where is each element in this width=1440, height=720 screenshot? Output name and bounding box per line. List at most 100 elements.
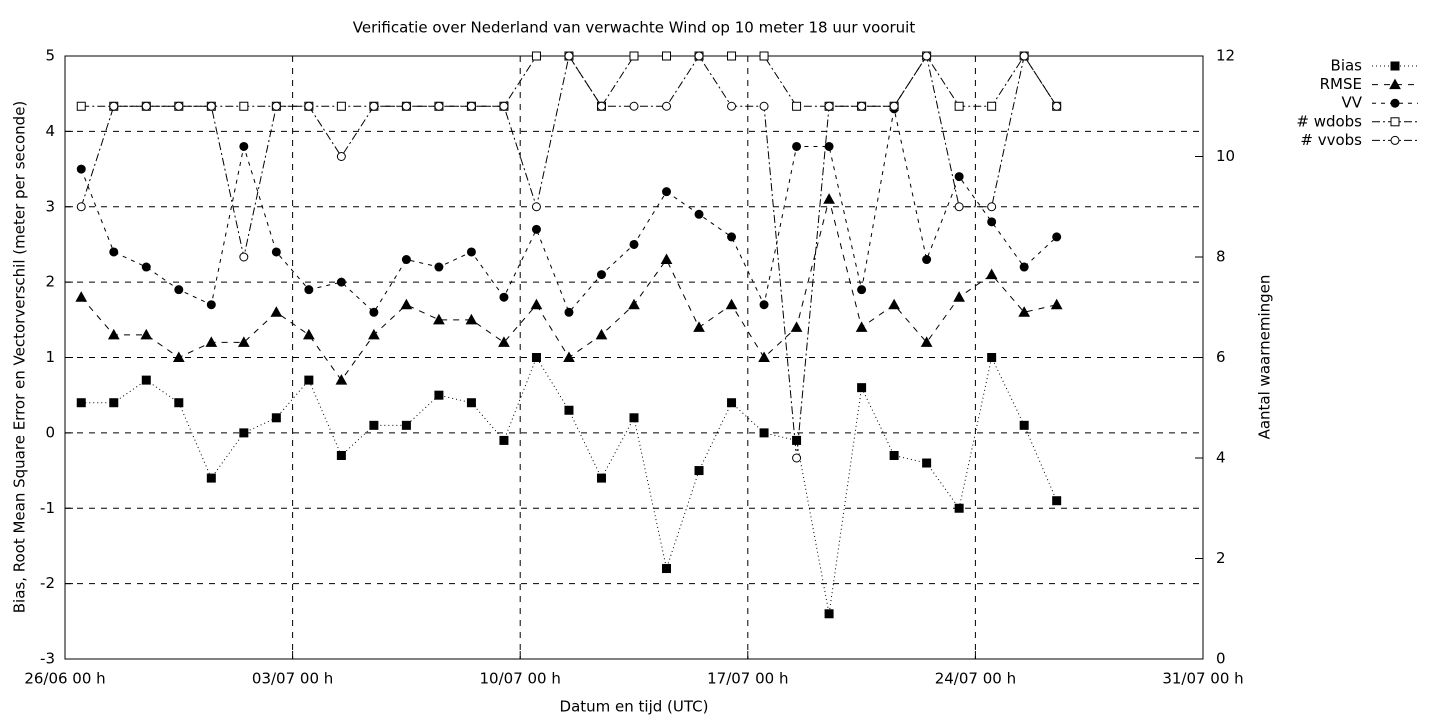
legend-label: # wdobs bbox=[1296, 112, 1362, 130]
marker bbox=[922, 51, 932, 61]
marker bbox=[694, 51, 704, 61]
marker bbox=[595, 328, 608, 340]
marker bbox=[531, 202, 541, 212]
marker bbox=[889, 450, 899, 460]
marker bbox=[792, 435, 802, 445]
y2-tick-label: 0 bbox=[1216, 650, 1226, 668]
marker bbox=[141, 101, 151, 111]
marker bbox=[206, 101, 216, 111]
marker bbox=[759, 51, 769, 61]
marker bbox=[1052, 232, 1062, 242]
marker bbox=[1018, 306, 1031, 317]
marker bbox=[954, 172, 964, 182]
marker bbox=[727, 101, 737, 111]
marker bbox=[499, 292, 509, 302]
marker bbox=[954, 503, 964, 513]
marker bbox=[1050, 298, 1063, 310]
marker bbox=[660, 253, 673, 265]
marker bbox=[792, 101, 802, 111]
marker bbox=[920, 336, 933, 347]
marker bbox=[75, 291, 88, 302]
marker bbox=[465, 313, 478, 325]
marker bbox=[855, 321, 868, 332]
marker bbox=[239, 141, 249, 151]
marker bbox=[759, 101, 769, 111]
marker bbox=[596, 270, 606, 280]
series-line bbox=[80, 54, 1058, 459]
marker bbox=[174, 285, 184, 295]
y2-axis-label: Aantal waarnemingen bbox=[1256, 275, 1274, 440]
marker bbox=[239, 428, 249, 438]
marker bbox=[401, 101, 411, 111]
y2-tick-label: 2 bbox=[1216, 549, 1226, 567]
y-tick-label: -1 bbox=[40, 499, 55, 517]
y-tick-label: 3 bbox=[45, 197, 55, 215]
marker bbox=[401, 420, 411, 430]
marker bbox=[824, 101, 834, 111]
x-tick-label: 26/06 00 h bbox=[24, 670, 105, 688]
marker bbox=[824, 609, 834, 619]
y-axis-label: Bias, Root Mean Square Error en Vectorve… bbox=[11, 101, 29, 614]
marker bbox=[725, 298, 738, 310]
marker bbox=[434, 390, 444, 400]
y-tick-label: 5 bbox=[45, 47, 55, 65]
marker bbox=[1019, 420, 1029, 430]
series-line bbox=[81, 355, 1058, 614]
marker bbox=[434, 262, 444, 272]
x-tick-label: 17/07 00 h bbox=[707, 670, 788, 688]
marker bbox=[466, 398, 476, 408]
legend-label: # vvobs bbox=[1300, 131, 1362, 149]
marker bbox=[499, 435, 509, 445]
y2-tick-label: 6 bbox=[1216, 348, 1226, 366]
marker bbox=[662, 101, 672, 111]
marker bbox=[1019, 51, 1029, 61]
marker bbox=[1052, 496, 1062, 506]
marker bbox=[694, 466, 704, 476]
x-axis-label: Datum en tijd (UTC) bbox=[560, 698, 709, 716]
legend-label: Bias bbox=[1331, 57, 1363, 75]
marker bbox=[628, 298, 640, 310]
marker bbox=[172, 351, 185, 362]
marker bbox=[759, 300, 769, 310]
y2-tick-label: 8 bbox=[1216, 248, 1226, 266]
marker bbox=[790, 321, 803, 332]
x-tick-label: 03/07 00 h bbox=[252, 670, 333, 688]
marker bbox=[400, 298, 413, 310]
marker bbox=[888, 298, 900, 310]
legend-marker bbox=[1390, 135, 1400, 145]
y2-tick-label: 4 bbox=[1216, 449, 1226, 467]
marker bbox=[596, 101, 606, 111]
marker bbox=[824, 141, 834, 151]
marker bbox=[369, 101, 379, 111]
marker bbox=[954, 202, 964, 212]
y2-tick-label: 10 bbox=[1216, 147, 1235, 165]
marker bbox=[727, 232, 737, 242]
marker bbox=[629, 101, 639, 111]
marker bbox=[857, 285, 867, 295]
marker bbox=[76, 202, 86, 212]
marker bbox=[662, 187, 672, 197]
marker bbox=[237, 336, 250, 347]
marker bbox=[857, 383, 867, 393]
marker bbox=[499, 101, 509, 111]
marker bbox=[336, 277, 346, 287]
marker bbox=[239, 252, 249, 262]
marker bbox=[336, 152, 346, 161]
marker bbox=[434, 101, 444, 111]
marker bbox=[823, 193, 835, 204]
marker bbox=[922, 458, 932, 468]
marker bbox=[758, 351, 770, 362]
marker bbox=[693, 321, 705, 332]
x-tick-label: 24/07 00 h bbox=[935, 670, 1016, 688]
marker bbox=[76, 101, 86, 111]
marker bbox=[369, 420, 379, 430]
marker bbox=[530, 298, 543, 310]
marker bbox=[564, 307, 574, 317]
marker bbox=[303, 328, 315, 340]
marker bbox=[662, 564, 672, 574]
y-tick-label: -3 bbox=[40, 650, 55, 668]
marker bbox=[205, 336, 218, 347]
marker bbox=[857, 101, 867, 111]
marker bbox=[466, 101, 476, 111]
marker bbox=[206, 473, 216, 483]
